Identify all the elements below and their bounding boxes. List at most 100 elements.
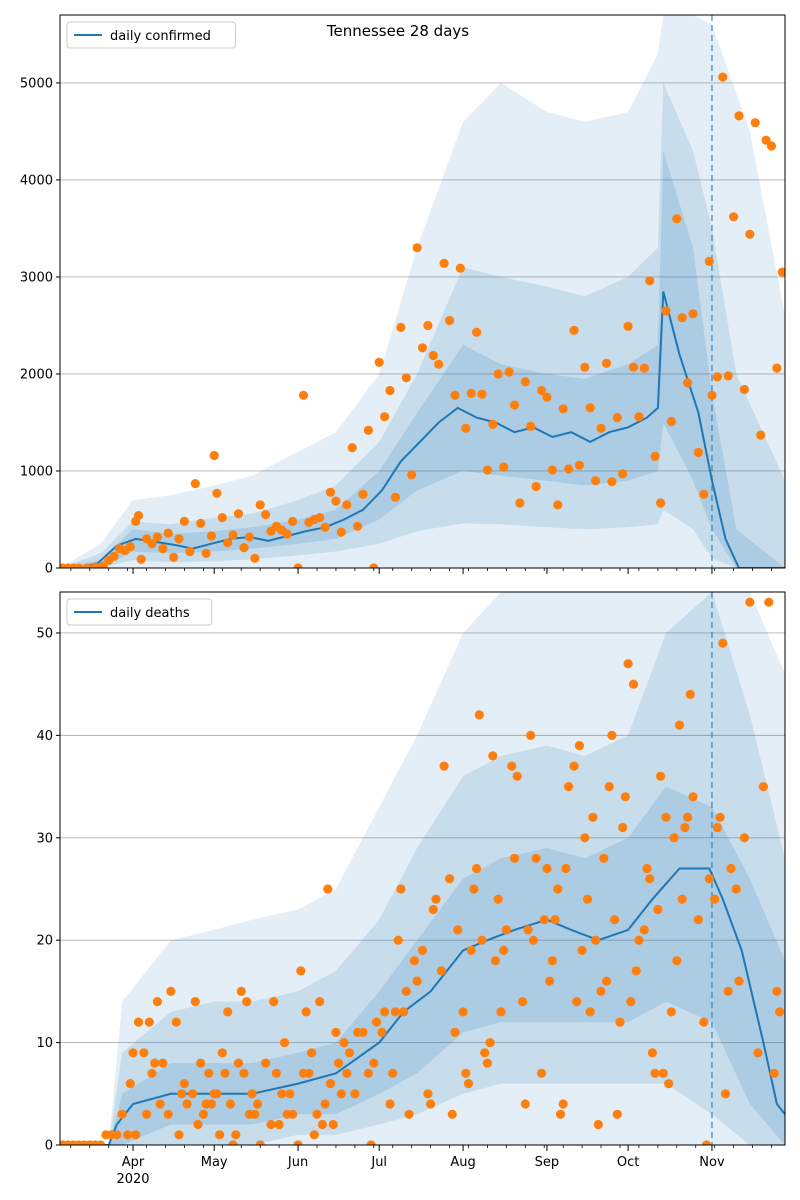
data-point: [177, 1089, 187, 1099]
data-point: [336, 527, 346, 537]
data-point: [152, 997, 162, 1007]
uncertainty-band: [60, 82, 785, 568]
data-point: [223, 538, 233, 548]
data-point: [325, 1079, 336, 1089]
data-point: [512, 771, 522, 781]
data-point: [196, 1058, 206, 1068]
data-point: [128, 1048, 138, 1058]
data-point: [601, 976, 612, 986]
data-point: [136, 554, 146, 564]
x-tick-label: Aug: [450, 1155, 475, 1170]
data-point: [704, 256, 714, 266]
data-point: [247, 1089, 257, 1099]
data-point: [734, 111, 744, 121]
plot-area: [60, 15, 785, 568]
data-point: [142, 1109, 152, 1119]
series-line: [60, 291, 785, 568]
data-point: [547, 956, 558, 966]
data-point: [723, 986, 733, 997]
data-point: [125, 1079, 135, 1089]
data-point: [315, 997, 325, 1007]
data-point: [518, 997, 528, 1007]
data-point: [480, 1048, 490, 1058]
data-point: [461, 1068, 471, 1078]
data-point: [212, 488, 222, 498]
data-point: [242, 997, 252, 1007]
data-point: [499, 462, 509, 472]
data-point: [715, 812, 725, 822]
data-point: [753, 1048, 763, 1058]
data-point: [239, 543, 249, 553]
data-point: [325, 487, 336, 497]
axes-frame: [59, 14, 786, 569]
data-point: [147, 1068, 157, 1078]
data-point: [710, 894, 720, 904]
data-point: [255, 500, 265, 510]
data-point: [204, 1068, 214, 1078]
data-point: [647, 1048, 658, 1058]
data-point: [769, 1068, 779, 1078]
data-point: [777, 267, 785, 277]
data-point: [447, 1109, 457, 1119]
data-point: [285, 1089, 295, 1099]
data-point: [174, 534, 184, 544]
data-point: [628, 362, 639, 372]
data-point: [585, 403, 595, 413]
data-point: [661, 306, 671, 316]
data-point: [133, 1017, 144, 1027]
data-point: [620, 792, 631, 802]
data-point: [193, 1119, 203, 1130]
data-point: [469, 884, 479, 894]
data-point: [223, 1007, 233, 1017]
data-point: [580, 833, 590, 843]
data-point: [109, 551, 119, 562]
data-point: [699, 489, 709, 499]
data-point: [228, 530, 238, 540]
data-point: [712, 822, 723, 833]
data-point: [569, 761, 579, 771]
data-point: [374, 357, 384, 367]
data-point: [363, 1068, 373, 1078]
y-tick-label: 20: [36, 934, 53, 949]
data-point: [596, 423, 606, 433]
data-point: [507, 761, 517, 771]
data-point: [704, 874, 714, 884]
x-tick-label: Oct: [617, 1155, 639, 1170]
legend: daily deaths: [66, 598, 213, 626]
data-point: [244, 532, 254, 542]
data-point: [423, 320, 433, 331]
data-point: [231, 1130, 241, 1140]
data-point: [466, 388, 476, 398]
data-point: [461, 423, 471, 433]
data-point: [369, 1058, 379, 1068]
data-point: [279, 1038, 290, 1048]
data-point: [599, 853, 609, 863]
data-point: [466, 945, 476, 956]
data-point: [764, 597, 774, 607]
data-point: [309, 1130, 319, 1140]
data-point: [591, 476, 601, 486]
data-point: [607, 730, 617, 741]
data-point: [547, 465, 558, 475]
data-point: [718, 72, 728, 82]
data-point: [277, 1089, 287, 1099]
data-point: [580, 362, 590, 372]
data-point: [390, 1007, 400, 1017]
y-tick-label: 2000: [20, 367, 53, 382]
data-point: [739, 384, 750, 395]
data-point: [123, 1130, 133, 1140]
data-point: [775, 1007, 785, 1017]
data-point: [561, 863, 571, 874]
data-point: [634, 935, 644, 945]
x-tick-label: Jul: [370, 1155, 387, 1170]
data-point: [139, 1048, 149, 1058]
data-point: [501, 925, 511, 935]
data-point: [117, 1109, 127, 1119]
data-point: [761, 135, 771, 145]
data-point: [615, 1017, 625, 1027]
data-point: [610, 915, 620, 925]
data-point: [683, 812, 693, 822]
y-tick-label: 1000: [20, 464, 53, 479]
data-point: [693, 447, 704, 458]
data-point: [688, 309, 698, 319]
